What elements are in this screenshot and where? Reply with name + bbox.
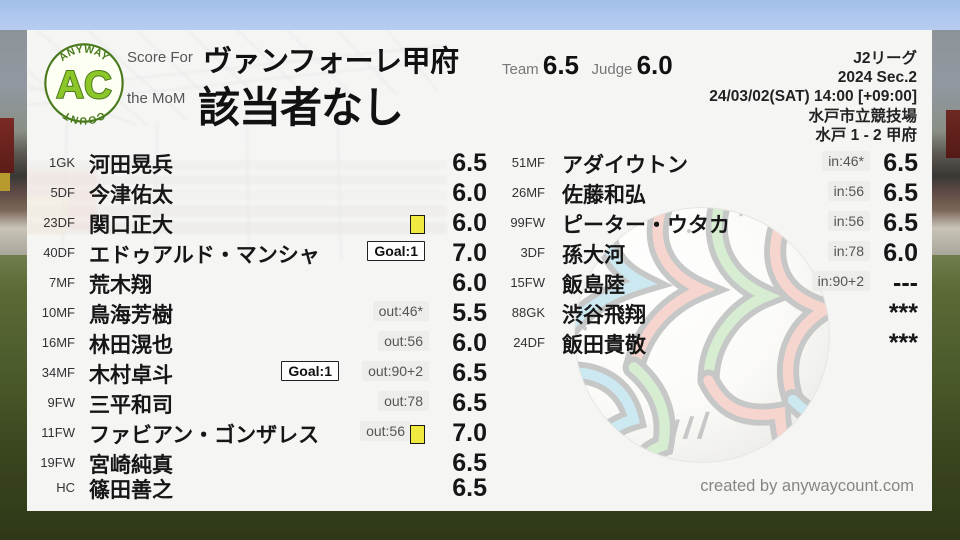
svg-text:AC: AC xyxy=(56,64,112,107)
